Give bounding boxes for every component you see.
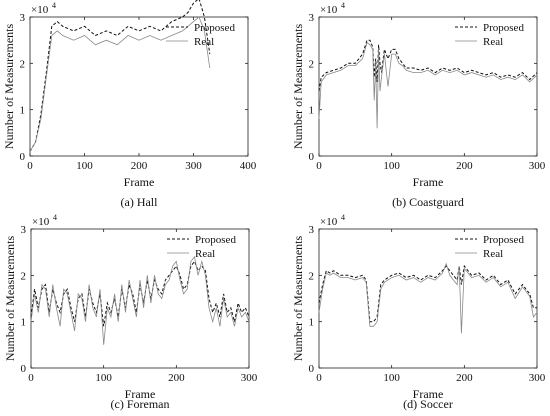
x-tick-label: 300: [241, 372, 258, 384]
x-tick-label: 0: [27, 160, 33, 172]
panel-caption: (d) Soccer: [403, 397, 453, 411]
x-tick-label: 200: [131, 160, 148, 172]
y-tick-label: 2: [21, 270, 27, 282]
y-multiplier: ×10: [32, 216, 50, 228]
series-line-proposed: [29, 0, 211, 152]
x-tick-label: 200: [168, 372, 185, 384]
legend-label: Real: [483, 36, 503, 48]
y-multiplier: ×10: [320, 216, 338, 228]
y-tick-label: 2: [309, 270, 315, 282]
x-tick-label: 300: [185, 160, 202, 172]
y-multiplier-exponent: 4: [52, 1, 56, 10]
y-tick-label: 3: [309, 224, 315, 236]
panel-caption: (b) Coastguard: [392, 195, 464, 209]
y-tick-label: 3: [21, 224, 27, 236]
plot-frame: [318, 16, 538, 157]
y-tick-label: 1: [20, 105, 26, 117]
y-multiplier: ×10: [31, 4, 49, 16]
legend-label: Real: [194, 36, 214, 48]
plot-frame: [318, 228, 538, 369]
chart-panel: 0 100 200 300 0 1 2 3 ×10 4 Frame Number of Measure…: [291, 1, 546, 209]
chart-panel: 0 100 200 300 0 1 2 3 ×10 4 Frame Number of Measure…: [291, 213, 546, 411]
legend-label: Real: [483, 248, 503, 260]
series-line-proposed: [318, 39, 538, 92]
panel-caption: (a) Hall: [121, 195, 159, 209]
x-tick-label: 100: [383, 160, 400, 172]
x-axis-label: Frame: [125, 387, 156, 401]
series-line-proposed: [318, 264, 537, 323]
legend-label: Proposed: [194, 22, 235, 34]
x-tick-label: 100: [95, 372, 112, 384]
x-tick-label: 100: [76, 160, 93, 172]
y-tick-label: 2: [309, 58, 315, 70]
y-tick-label: 0: [309, 363, 315, 375]
plot-frame: [29, 16, 249, 157]
legend-label: Real: [195, 248, 215, 260]
y-multiplier: ×10: [320, 4, 338, 16]
chart-panel: 0 100 200 300 400 0 1 2 3 ×10 4 Frame Number of Meas…: [2, 0, 257, 209]
series-line-real: [29, 16, 211, 152]
y-tick-label: 3: [20, 12, 26, 24]
y-multiplier-exponent: 4: [53, 213, 57, 222]
legend-label: Proposed: [195, 234, 236, 246]
x-axis-label: Frame: [413, 387, 444, 401]
y-tick-label: 0: [20, 151, 26, 163]
x-axis-label: Frame: [124, 175, 155, 189]
x-tick-label: 100: [383, 372, 400, 384]
x-tick-label: 200: [456, 372, 473, 384]
x-tick-label: 200: [456, 160, 473, 172]
y-axis-label: Number of Measurements: [3, 236, 17, 362]
y-tick-label: 3: [309, 12, 315, 24]
x-axis-label: Frame: [413, 175, 444, 189]
x-tick-label: 0: [316, 372, 322, 384]
y-multiplier-exponent: 4: [341, 1, 345, 10]
series-line-proposed: [30, 260, 250, 327]
x-tick-label: 0: [28, 372, 34, 384]
x-tick-label: 300: [529, 160, 546, 172]
y-axis-label: Number of Measurements: [291, 236, 305, 362]
chart-panel: 0 100 200 300 0 1 2 3 ×10 4 Frame Number of Measure…: [3, 213, 258, 411]
y-tick-label: 1: [21, 317, 27, 329]
y-tick-label: 2: [20, 58, 26, 70]
y-tick-label: 1: [309, 317, 315, 329]
plot-frame: [30, 228, 250, 369]
x-tick-label: 400: [240, 160, 257, 172]
y-axis-label: Number of Measurements: [291, 24, 305, 150]
y-multiplier-exponent: 4: [341, 213, 345, 222]
y-axis-label: Number of Measurements: [2, 24, 16, 150]
y-tick-label: 0: [21, 363, 27, 375]
legend-label: Proposed: [483, 22, 524, 34]
x-tick-label: 300: [529, 372, 546, 384]
legend-label: Proposed: [483, 234, 524, 246]
panel-caption: (c) Foreman: [111, 397, 170, 411]
series-line-real: [30, 255, 250, 345]
series-line-real: [318, 262, 538, 334]
y-tick-label: 0: [309, 151, 315, 163]
series-line-real: [318, 41, 538, 129]
y-tick-label: 1: [309, 105, 315, 117]
x-tick-label: 0: [316, 160, 322, 172]
